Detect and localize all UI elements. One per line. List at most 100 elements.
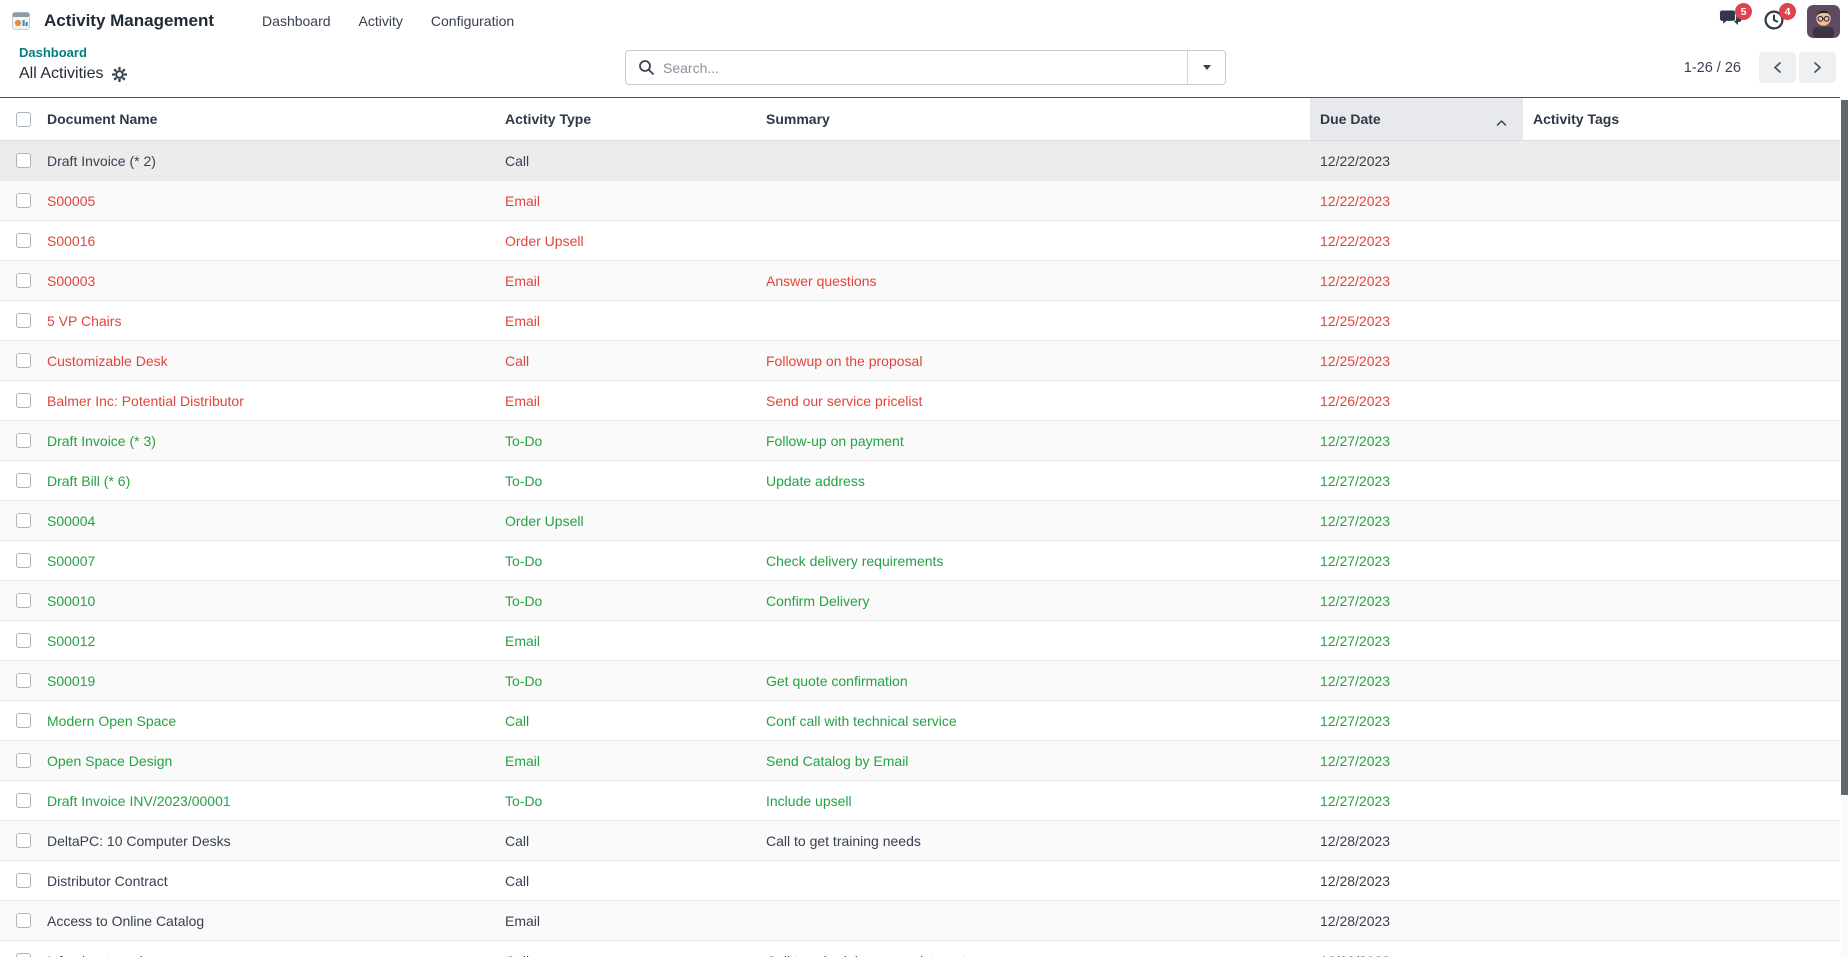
- row-checkbox-cell[interactable]: [0, 540, 47, 581]
- cell-document-name[interactable]: Info about services: [47, 940, 505, 957]
- cell-due-date[interactable]: 12/27/2023: [1310, 620, 1523, 661]
- table-row[interactable]: S00016 Order Upsell 12/22/2023: [0, 220, 1840, 261]
- cell-activity-type[interactable]: Email: [505, 180, 766, 221]
- header-activity-tags[interactable]: Activity Tags: [1523, 97, 1840, 141]
- cell-activity-type[interactable]: Email: [505, 260, 766, 301]
- cell-summary[interactable]: Send our service pricelist: [766, 380, 1310, 421]
- table-row[interactable]: Draft Invoice (* 3) To-Do Follow-up on pay…: [0, 420, 1840, 461]
- cell-document-name[interactable]: Draft Bill (* 6): [47, 460, 505, 501]
- cell-document-name[interactable]: Draft Invoice (* 3): [47, 420, 505, 461]
- cell-activity-type[interactable]: Email: [505, 900, 766, 941]
- table-row[interactable]: S00003 Email Answer questions 12/22/2023: [0, 260, 1840, 301]
- cell-activity-type[interactable]: Call: [505, 152, 530, 169]
- cell-summary[interactable]: Include upsell: [766, 780, 1310, 821]
- row-checkbox-cell[interactable]: [0, 500, 47, 541]
- row-checkbox[interactable]: [16, 793, 31, 808]
- row-checkbox-cell[interactable]: [0, 420, 47, 461]
- menu-configuration[interactable]: Configuration: [430, 13, 515, 29]
- cell-activity-tags[interactable]: [1523, 740, 1840, 781]
- cell-summary[interactable]: [766, 180, 1310, 221]
- row-checkbox-cell[interactable]: [0, 860, 47, 901]
- row-checkbox-cell[interactable]: [0, 220, 47, 261]
- cell-summary[interactable]: [766, 300, 1310, 341]
- row-checkbox-cell[interactable]: [0, 740, 47, 781]
- cell-due-date[interactable]: 12/28/2023: [1310, 900, 1523, 941]
- cell-document-name[interactable]: S00003: [47, 260, 505, 301]
- cell-document-name[interactable]: Modern Open Space: [47, 700, 505, 741]
- row-checkbox[interactable]: [16, 913, 31, 928]
- row-checkbox[interactable]: [16, 753, 31, 768]
- header-document-name[interactable]: Document Name: [47, 97, 505, 141]
- cell-activity-tags[interactable]: [1523, 420, 1840, 461]
- table-row[interactable]: Balmer Inc: Potential Distributor Email Se…: [0, 380, 1840, 421]
- row-checkbox[interactable]: [16, 233, 31, 248]
- cell-due-date[interactable]: 12/27/2023: [1310, 420, 1523, 461]
- app-logo-icon[interactable]: [12, 12, 30, 30]
- row-checkbox[interactable]: [16, 433, 31, 448]
- row-checkbox-cell[interactable]: [0, 780, 47, 821]
- table-row[interactable]: Modern Open Space Call Conf call with tech…: [0, 700, 1840, 741]
- cell-due-date[interactable]: 12/28/2023: [1310, 940, 1523, 957]
- cell-activity-tags[interactable]: [1523, 700, 1840, 741]
- row-checkbox[interactable]: [16, 473, 31, 488]
- cell-due-date[interactable]: 12/27/2023: [1310, 780, 1523, 821]
- cell-activity-type[interactable]: Order Upsell: [505, 220, 766, 261]
- row-checkbox[interactable]: [16, 873, 31, 888]
- cell-due-date[interactable]: 12/22/2023: [1310, 220, 1523, 261]
- search-input[interactable]: [663, 51, 1187, 84]
- cell-activity-tags[interactable]: [1523, 660, 1840, 701]
- table-row[interactable]: Draft Invoice (* 2) Call 12/22/2023: [0, 140, 1840, 181]
- cell-summary[interactable]: [766, 620, 1310, 661]
- cell-due-date[interactable]: 12/27/2023: [1310, 700, 1523, 741]
- cell-activity-tags[interactable]: [1523, 820, 1840, 861]
- cell-due-date[interactable]: 12/27/2023: [1310, 580, 1523, 621]
- cell-activity-type[interactable]: Call: [505, 340, 766, 381]
- cell-due-date[interactable]: 12/22/2023: [1310, 260, 1523, 301]
- table-row[interactable]: Draft Bill (* 6) To-Do Update address 12/27…: [0, 460, 1840, 501]
- table-row[interactable]: Draft Invoice INV/2023/00001 To-Do Include…: [0, 780, 1840, 821]
- app-title[interactable]: Activity Management: [44, 11, 215, 30]
- row-checkbox-cell[interactable]: [0, 300, 47, 341]
- cell-activity-tags[interactable]: [1523, 141, 1840, 181]
- cell-activity-type[interactable]: Call: [505, 820, 766, 861]
- cell-summary[interactable]: Send Catalog by Email: [766, 740, 1310, 781]
- cell-summary[interactable]: Get quote confirmation: [766, 660, 1310, 701]
- cell-activity-tags[interactable]: [1523, 860, 1840, 901]
- cell-activity-type[interactable]: Email: [505, 380, 766, 421]
- row-checkbox[interactable]: [16, 153, 31, 168]
- cell-document-name[interactable]: Balmer Inc: Potential Distributor: [47, 380, 505, 421]
- cell-due-date[interactable]: 12/22/2023: [1320, 152, 1391, 169]
- row-checkbox[interactable]: [16, 313, 31, 328]
- row-checkbox-cell[interactable]: [0, 380, 47, 421]
- row-checkbox-cell[interactable]: [0, 460, 47, 501]
- row-checkbox-cell[interactable]: [0, 620, 47, 661]
- cell-activity-tags[interactable]: [1523, 340, 1840, 381]
- table-row[interactable]: Customizable Desk Call Followup on the pro…: [0, 340, 1840, 381]
- header-summary[interactable]: Summary: [766, 97, 1310, 141]
- cell-activity-type[interactable]: Call: [505, 860, 766, 901]
- search-filters-toggle[interactable]: [1187, 51, 1225, 84]
- cell-document-name[interactable]: Customizable Desk: [47, 340, 505, 381]
- cell-activity-tags[interactable]: [1523, 260, 1840, 301]
- row-checkbox-cell[interactable]: [0, 820, 47, 861]
- row-checkbox[interactable]: [16, 593, 31, 608]
- menu-activity[interactable]: Activity: [358, 13, 403, 29]
- cell-document-name[interactable]: Open Space Design: [47, 740, 505, 781]
- cell-activity-tags[interactable]: [1523, 620, 1840, 661]
- cell-document-name[interactable]: S00016: [47, 220, 505, 261]
- table-row[interactable]: S00019 To-Do Get quote confirmation 12/27/2…: [0, 660, 1840, 701]
- menu-dashboard[interactable]: Dashboard: [262, 13, 331, 29]
- cell-due-date[interactable]: 12/27/2023: [1310, 460, 1523, 501]
- vertical-scrollbar-thumb[interactable]: [1841, 100, 1848, 795]
- table-row[interactable]: S00007 To-Do Check delivery requirements 12…: [0, 540, 1840, 581]
- cell-summary[interactable]: Follow-up on payment: [766, 420, 1310, 461]
- row-checkbox[interactable]: [16, 633, 31, 648]
- cell-document-name[interactable]: Access to Online Catalog: [47, 900, 505, 941]
- cell-summary[interactable]: Confirm Delivery: [766, 580, 1310, 621]
- cell-activity-tags[interactable]: [1523, 220, 1840, 261]
- cell-summary[interactable]: Followup on the proposal: [766, 340, 1310, 381]
- row-checkbox[interactable]: [16, 953, 31, 957]
- row-checkbox-cell[interactable]: [0, 141, 47, 181]
- table-row[interactable]: DeltaPC: 10 Computer Desks Call Call to ge…: [0, 820, 1840, 861]
- row-checkbox[interactable]: [16, 353, 31, 368]
